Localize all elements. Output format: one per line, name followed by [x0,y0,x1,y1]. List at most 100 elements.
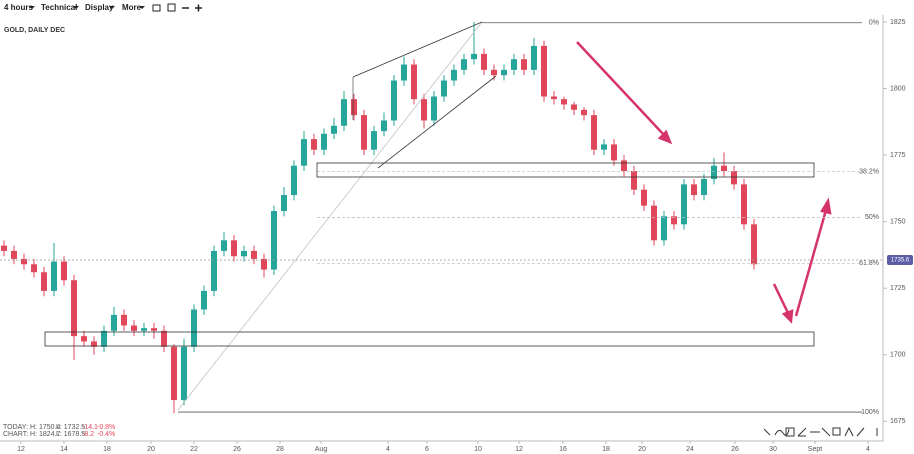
x-tick-label: 18 [602,446,610,453]
candle-body [131,325,137,331]
dropdown-arrow[interactable] [29,6,35,9]
candle-body [171,346,177,401]
candle-body [281,195,287,211]
candle-body [511,59,517,70]
stats: TODAY: H: 1750.4L: 1732.5-14.1 -0.8% CHART:… [3,424,115,438]
candle-body [571,104,577,110]
candle-body [261,258,267,270]
tool-curve[interactable] [774,428,790,436]
arrow [794,209,828,317]
candle-body [411,64,417,100]
stats-label: TODAY: [3,424,28,431]
stats-high: H: 1750.4 [30,424,60,431]
stats-label: CHART: [3,431,28,438]
candle-body [551,96,557,100]
fib-label: 100% [861,409,879,416]
candle-body [31,264,37,273]
candle-body [421,99,427,121]
stats-pct: -0.8% [97,424,115,431]
arrow [576,41,665,136]
dropdown-arrow[interactable] [139,6,145,9]
last-price-badge [887,254,913,265]
x-tick-label: 16 [559,446,567,453]
candle-body [221,240,227,251]
arrow-head [657,129,673,145]
candle-body [681,184,687,225]
candle-body [371,131,377,150]
tool-cursor[interactable] [763,428,771,436]
candle-body [521,59,527,70]
candle-body [621,160,627,172]
x-tick-label: Aug [315,446,328,453]
candle-body [181,346,187,401]
zone-box [44,331,815,347]
candle-body [301,139,307,166]
candle-body [311,139,317,150]
candle-body [451,69,457,81]
zoom-in[interactable] [195,4,202,12]
channel-line [352,21,483,78]
candle-body [631,171,637,190]
candle-body [251,250,257,259]
tool-ray[interactable] [821,427,831,437]
x-tick-label: 14 [60,446,68,453]
candle-body [641,189,647,206]
candle-body [671,216,677,225]
candle-body [361,115,367,150]
candle-body [461,59,467,70]
dropdown-arrow[interactable] [109,6,115,9]
zone-box [316,162,815,178]
technical-menu[interactable]: Technical [41,3,77,12]
tool-angle[interactable] [797,427,807,437]
arrow-head [781,309,794,324]
y-tick-label: 1825 [890,19,906,26]
candle-body [151,328,157,331]
dropdown-arrow[interactable] [73,6,79,9]
fib-label: 50% [865,214,879,221]
candle-body [651,205,657,241]
arrows [576,41,832,324]
candle-body [691,184,697,196]
arrow [772,283,790,314]
candle-body [61,261,67,281]
x-tick-label: 6 [425,446,429,453]
y-tick-label: 1675 [890,418,906,425]
more-menu[interactable]: More [122,3,142,12]
tool-rect[interactable] [832,427,841,436]
candle-body [21,258,27,265]
candle-body [491,69,497,76]
x-tick-label: 12 [515,446,523,453]
x-tick-label: 12 [17,446,25,453]
candle-body [321,133,327,150]
candle-body [391,80,397,121]
channel-line [377,75,497,169]
candle-body [441,80,447,97]
x-tick-label: 30 [769,446,777,453]
candle-body [731,171,737,185]
display-menu[interactable]: Display [85,3,114,12]
save-icon[interactable] [167,3,176,12]
candle-body [581,109,587,116]
trend-line [177,21,483,411]
y-tick-label: 1725 [890,285,906,292]
fib-label: 61.8% [859,260,879,267]
x-tick-label: 28 [276,446,284,453]
candle-body [711,165,717,180]
x-tick-label: 20 [638,446,646,453]
tool-fib[interactable] [844,426,854,437]
candle-body [481,53,487,70]
tool-grid[interactable] [785,427,795,437]
candle-body [1,245,7,251]
candle-body [381,120,387,132]
fib-label: 0% [869,20,879,27]
y-tick-label: 1800 [890,85,906,92]
candle-body [141,328,147,331]
candle-body [721,165,727,172]
candle-body [101,330,107,347]
candle-body [531,45,537,70]
candle-body [121,314,127,326]
candle-body [401,64,407,81]
interval-menu[interactable]: 4 hours [4,3,33,12]
tool-line[interactable] [856,427,865,437]
open-icon[interactable] [152,4,161,12]
